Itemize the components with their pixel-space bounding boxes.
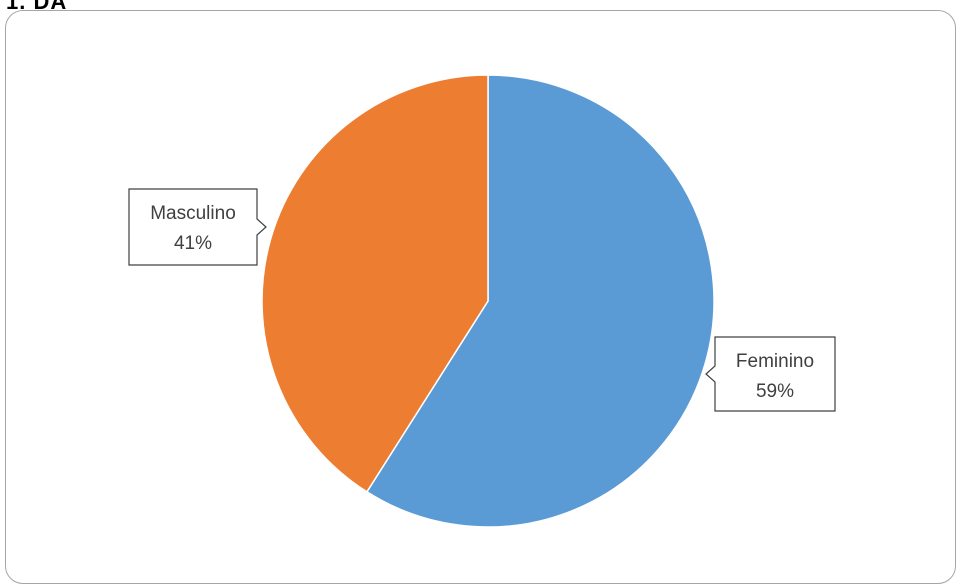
callout-box: [705, 336, 836, 412]
slice-percent-label: 41%: [174, 233, 212, 254]
slice-percent-label: 59%: [756, 381, 794, 402]
data-label-masculino: Masculino 41%: [128, 188, 267, 266]
callout-box: [128, 188, 267, 266]
slice-name-label: Masculino: [150, 203, 236, 224]
data-label-feminino: Feminino 59%: [705, 336, 836, 412]
pie-slice-feminino: [365, 74, 715, 528]
pie-slice-masculino: [261, 74, 489, 493]
slice-name-label: Feminino: [736, 351, 814, 372]
